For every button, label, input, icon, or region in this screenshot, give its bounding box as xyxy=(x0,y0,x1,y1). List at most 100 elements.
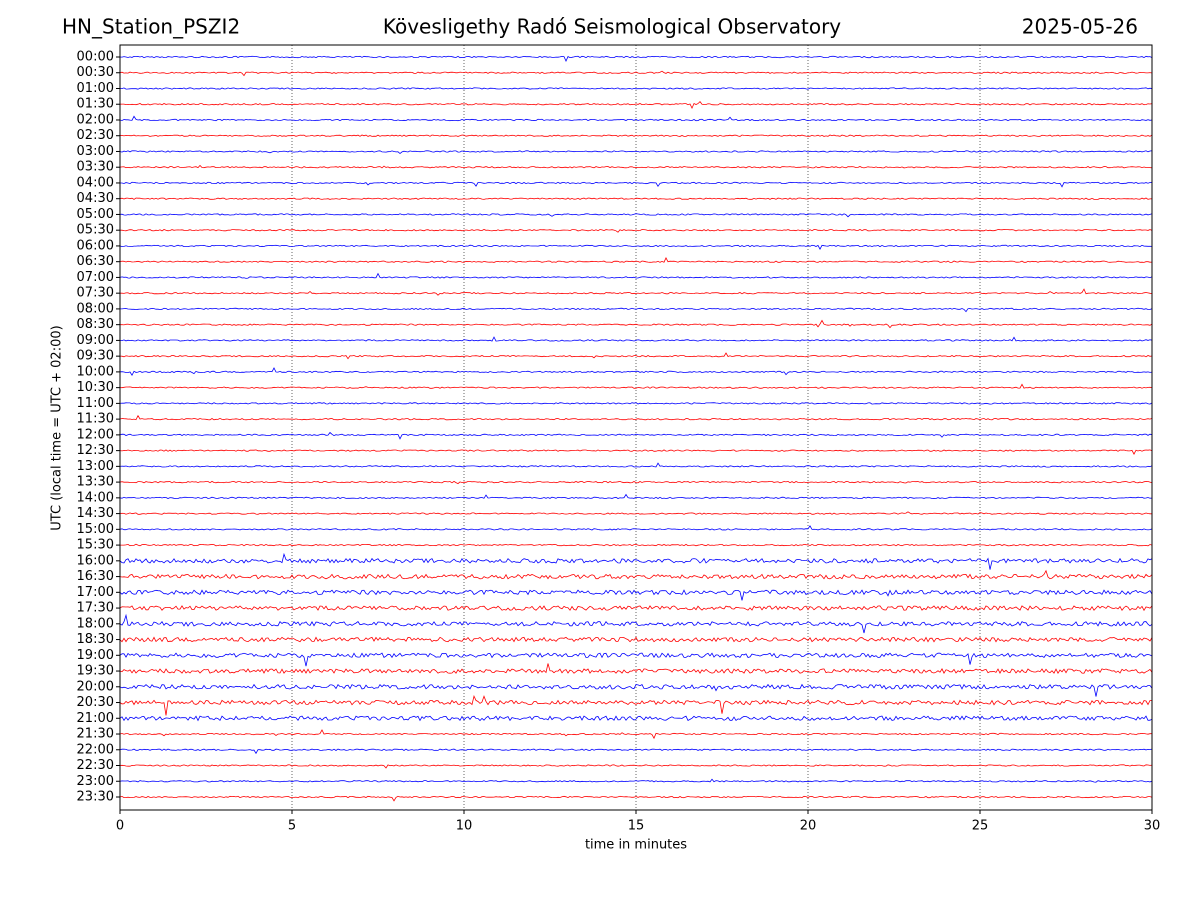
y-axis-label: UTC (local time = UTC + 02:00) xyxy=(50,325,65,530)
trace xyxy=(119,414,1153,421)
trace xyxy=(119,115,1153,122)
y-tick-label: 15:00 xyxy=(77,522,114,537)
y-tick-label: 10:30 xyxy=(77,380,114,395)
y-tick-label: 19:00 xyxy=(77,648,114,663)
trace xyxy=(119,100,1153,110)
trace xyxy=(119,213,1153,218)
x-tick-label: 15 xyxy=(628,819,645,834)
trace xyxy=(119,70,1153,77)
trace xyxy=(120,181,1153,188)
y-tick-label: 01:00 xyxy=(77,81,114,96)
trace xyxy=(119,695,1153,716)
y-tick-label: 22:30 xyxy=(77,758,114,773)
trace xyxy=(119,589,1153,601)
trace xyxy=(119,256,1153,263)
y-tick-label: 19:30 xyxy=(77,664,114,679)
trace xyxy=(119,729,1152,740)
trace xyxy=(119,55,1153,62)
trace xyxy=(119,431,1153,440)
y-tick-label: 21:30 xyxy=(77,727,114,742)
y-tick-label: 12:00 xyxy=(77,427,114,442)
y-tick-label: 00:30 xyxy=(77,65,114,80)
y-tick-label: 09:30 xyxy=(77,349,114,364)
y-tick-label: 01:30 xyxy=(77,97,114,112)
y-tick-label: 06:00 xyxy=(77,238,114,253)
trace xyxy=(119,449,1153,455)
y-tick-label: 08:30 xyxy=(77,317,114,332)
trace xyxy=(119,663,1153,675)
y-tick-label: 07:00 xyxy=(77,270,114,285)
trace xyxy=(119,352,1153,360)
x-tick-label: 5 xyxy=(288,819,296,834)
y-tick-label: 13:00 xyxy=(77,459,114,474)
y-tick-label: 05:00 xyxy=(77,207,114,222)
trace xyxy=(119,480,1153,485)
trace xyxy=(119,569,1153,580)
y-tick-label: 18:00 xyxy=(77,616,114,631)
y-tick-label: 20:00 xyxy=(77,679,114,694)
trace xyxy=(119,652,1153,667)
trace xyxy=(119,613,1153,634)
trace xyxy=(119,402,1153,405)
trace xyxy=(119,272,1153,279)
trace xyxy=(119,552,1153,570)
y-tick-label: 16:30 xyxy=(77,569,114,584)
y-tick-label: 14:00 xyxy=(77,490,114,505)
plot-frame xyxy=(119,44,1153,811)
y-tick-label: 08:00 xyxy=(77,301,114,316)
y-tick-label: 02:00 xyxy=(77,112,114,127)
chart-title: Kövesligethy Radó Seismological Observat… xyxy=(383,15,841,39)
y-tick-label: 04:00 xyxy=(77,175,114,190)
x-tick-label: 10 xyxy=(456,819,473,834)
trace xyxy=(119,462,1153,468)
trace xyxy=(119,319,1153,329)
trace xyxy=(120,288,1153,296)
trace xyxy=(119,715,1153,722)
trace xyxy=(120,307,1153,313)
y-tick-label: 11:30 xyxy=(77,412,114,427)
y-tick-label: 12:30 xyxy=(77,443,114,458)
y-tick-label: 10:00 xyxy=(77,364,114,379)
trace xyxy=(119,795,1153,802)
trace xyxy=(119,244,1153,250)
trace xyxy=(119,636,1153,643)
trace xyxy=(119,134,1153,137)
trace xyxy=(119,493,1153,499)
trace xyxy=(119,605,1153,612)
x-axis-label: time in minutes xyxy=(585,838,687,853)
trace xyxy=(119,336,1153,342)
x-tick-label: 25 xyxy=(972,819,989,834)
y-tick-label: 17:30 xyxy=(77,601,114,616)
y-tick-label: 09:00 xyxy=(77,333,114,348)
x-tick-label: 20 xyxy=(800,819,817,834)
y-tick-label: 21:00 xyxy=(77,711,114,726)
y-tick-label: 22:00 xyxy=(77,742,114,757)
station-label: HN_Station_PSZI2 xyxy=(62,15,240,39)
trace xyxy=(119,150,1153,155)
y-tick-label: 23:00 xyxy=(77,774,114,789)
y-tick-label: 11:00 xyxy=(77,396,114,411)
trace xyxy=(119,778,1153,783)
trace xyxy=(119,525,1153,531)
y-tick-label: 06:30 xyxy=(77,254,114,269)
trace xyxy=(119,764,1153,769)
trace xyxy=(119,748,1153,755)
trace xyxy=(119,164,1153,169)
y-tick-label: 17:00 xyxy=(77,585,114,600)
x-tick-label: 30 xyxy=(1144,819,1161,834)
trace xyxy=(119,87,1153,90)
y-tick-label: 07:30 xyxy=(77,286,114,301)
y-tick-label: 16:00 xyxy=(77,553,114,568)
y-tick-label: 05:30 xyxy=(77,223,114,238)
trace xyxy=(119,197,1153,200)
y-tick-label: 20:30 xyxy=(77,695,114,710)
date-label: 2025-05-26 xyxy=(1022,15,1138,39)
trace xyxy=(120,229,1153,233)
trace xyxy=(120,543,1153,547)
y-tick-label: 00:00 xyxy=(77,50,114,65)
trace xyxy=(119,511,1152,515)
y-tick-label: 14:30 xyxy=(77,506,114,521)
trace xyxy=(119,383,1153,389)
y-tick-label: 15:30 xyxy=(77,538,114,553)
